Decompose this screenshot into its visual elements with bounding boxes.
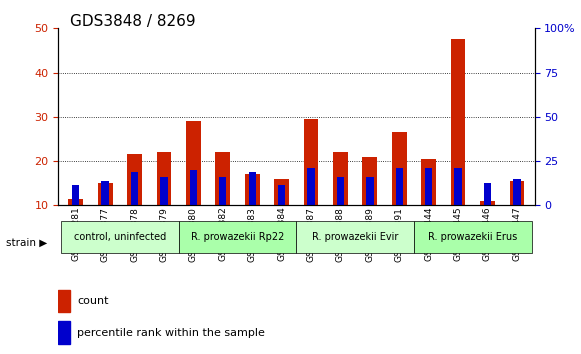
FancyBboxPatch shape [296,221,414,253]
Text: GDS3848 / 8269: GDS3848 / 8269 [70,14,195,29]
Bar [186,121,200,205]
Bar [245,175,260,205]
Text: strain ▶: strain ▶ [6,238,47,247]
Text: R. prowazekii Erus: R. prowazekii Erus [428,232,518,242]
FancyBboxPatch shape [179,221,296,253]
Bar [425,168,432,205]
Bar [480,201,495,205]
Bar [510,181,524,205]
Bar [337,177,344,205]
Bar [307,168,315,205]
Bar [333,152,348,205]
Bar [451,39,465,205]
Bar [513,179,521,205]
Bar [69,199,83,205]
Bar [249,172,256,205]
Bar [304,119,318,205]
Bar [157,152,171,205]
Bar [366,177,374,205]
FancyBboxPatch shape [414,221,532,253]
Bar [363,156,377,205]
Bar [278,185,285,205]
Bar [102,181,109,205]
Bar [484,183,491,205]
FancyBboxPatch shape [61,221,179,253]
Bar [190,170,197,205]
Bar [98,183,113,205]
Text: R. prowazekii Rp22: R. prowazekii Rp22 [191,232,284,242]
Bar [216,152,230,205]
Bar [160,177,168,205]
Bar [131,172,138,205]
Bar [396,168,403,205]
Bar [58,321,70,344]
Text: count: count [77,296,109,306]
Bar [127,154,142,205]
Bar [58,290,70,312]
Bar [454,168,462,205]
Text: R. prowazekii Evir: R. prowazekii Evir [312,232,399,242]
Text: control, uninfected: control, uninfected [74,232,166,242]
Bar [72,185,80,205]
Bar [219,177,227,205]
Text: percentile rank within the sample: percentile rank within the sample [77,328,265,338]
Bar [392,132,407,205]
Bar [421,159,436,205]
Bar [274,179,289,205]
